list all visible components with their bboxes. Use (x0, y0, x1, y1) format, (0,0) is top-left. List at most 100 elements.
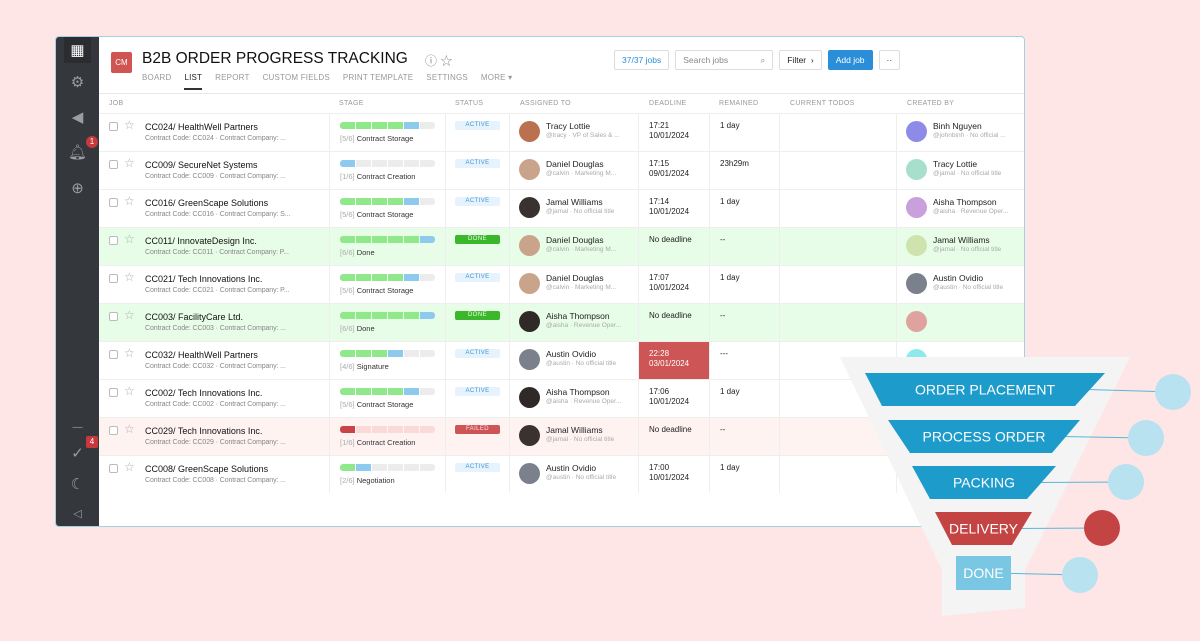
row-checkbox[interactable] (109, 198, 118, 207)
job-name[interactable]: CC002/ Tech Innovations Inc. (145, 388, 263, 398)
todos-check-icon[interactable]: ✓ (71, 445, 84, 462)
column-header[interactable]: ASSIGNED TO (520, 100, 571, 107)
job-details: Contract Code: CC003 · Contract Company:… (145, 325, 286, 332)
job-name[interactable]: CC003/ FacilityCare Ltd. (145, 312, 244, 322)
assignee-name[interactable]: Jamal Williams (546, 425, 603, 435)
job-name[interactable]: CC011/ InnovateDesign Inc. (145, 236, 257, 246)
row-checkbox[interactable] (109, 160, 118, 169)
creator-name[interactable]: Austin Ovidio (933, 273, 984, 283)
filter-button[interactable]: Filter › (779, 50, 822, 70)
star-icon[interactable]: ☆ (124, 118, 135, 132)
assignee-name[interactable]: Daniel Douglas (546, 235, 604, 245)
assignee-name[interactable]: Aisha Thompson (546, 311, 610, 321)
stage-segment (372, 122, 387, 129)
current-todos-cell (779, 266, 896, 303)
job-name[interactable]: CC029/ Tech Innovations Inc. (145, 426, 263, 436)
column-header[interactable]: STATUS (455, 100, 484, 107)
star-icon[interactable]: ☆ (440, 54, 453, 68)
job-name[interactable]: CC008/ GreenScape Solutions (145, 464, 269, 474)
star-icon[interactable]: ☆ (124, 308, 135, 322)
bell-icon[interactable]: 🔔︎ (67, 144, 88, 161)
creator-name[interactable]: Tracy Lottie (933, 159, 978, 169)
row-checkbox[interactable] (109, 350, 118, 359)
star-icon[interactable]: ☆ (124, 194, 135, 208)
stage-count: [5/6] (340, 210, 355, 219)
column-header[interactable]: REMAINED (719, 100, 759, 107)
row-checkbox[interactable] (109, 464, 118, 473)
collapse-sidebar-icon[interactable]: ◁ (73, 507, 82, 520)
star-icon[interactable]: ☆ (124, 384, 135, 398)
todos-badge: 4 (86, 436, 98, 448)
column-header[interactable]: STAGE (339, 100, 364, 107)
tab-list[interactable]: LIST (184, 73, 203, 90)
creator-name[interactable]: Aisha Thompson (933, 197, 997, 207)
gear-icon[interactable]: ⚙ (70, 74, 85, 91)
table-row[interactable]: ☆ CC032/ HealthWell Partners Contract Co… (99, 341, 1024, 379)
stage-segment (404, 122, 419, 129)
table-row[interactable]: ☆ CC021/ Tech Innovations Inc. Contract … (99, 265, 1024, 303)
apps-grid-icon[interactable]: ▦ (64, 37, 91, 63)
job-name[interactable]: CC016/ GreenScape Solutions (145, 198, 269, 208)
row-checkbox[interactable] (109, 388, 118, 397)
row-checkbox[interactable] (109, 274, 118, 283)
more-options-button[interactable]: ·· (878, 50, 901, 70)
star-icon[interactable]: ☆ (124, 156, 135, 170)
add-job-button[interactable]: Add job (827, 50, 873, 70)
creator-name[interactable]: Jamal Williams (933, 235, 990, 245)
tab-custom-fields[interactable]: CUSTOM FIELDS (262, 73, 330, 82)
deadline: 17:14 10/01/2024 (649, 197, 690, 216)
stage-progress-bar (340, 198, 435, 205)
tab-more[interactable]: MORE ▾ (480, 73, 513, 82)
tab-print-template[interactable]: PRINT TEMPLATE (342, 73, 414, 82)
job-name[interactable]: CC009/ SecureNet Systems (145, 160, 258, 170)
table-row[interactable]: ☆ CC002/ Tech Innovations Inc. Contract … (99, 379, 1024, 417)
assignee-name[interactable]: Tracy Lottie (546, 121, 591, 131)
assignee-name[interactable]: Daniel Douglas (546, 159, 604, 169)
column-header[interactable]: CURRENT TODOS (790, 100, 855, 107)
dark-mode-icon[interactable]: ☾ (70, 476, 85, 493)
assignee-name[interactable]: Daniel Douglas (546, 273, 604, 283)
tag-icon[interactable]: ◀ (71, 109, 84, 126)
row-checkbox[interactable] (109, 312, 118, 321)
table-row[interactable]: ☆ CC016/ GreenScape Solutions Contract C… (99, 189, 1024, 227)
table-row[interactable]: ☆ CC024/ HealthWell Partners Contract Co… (99, 113, 1024, 151)
stage-count: [1/6] (340, 172, 355, 181)
star-icon[interactable]: ☆ (124, 460, 135, 474)
tab-settings[interactable]: SETTINGS (426, 73, 468, 82)
stage-segment (420, 236, 435, 243)
table-row[interactable]: ☆ CC008/ GreenScape Solutions Contract C… (99, 455, 1024, 493)
assignee-name[interactable]: Jamal Williams (546, 197, 603, 207)
creator-avatar (906, 311, 927, 332)
table-row[interactable]: ☆ CC009/ SecureNet Systems Contract Code… (99, 151, 1024, 189)
star-icon[interactable]: ☆ (124, 270, 135, 284)
table-row[interactable]: ☆ CC011/ InnovateDesign Inc. Contract Co… (99, 227, 1024, 265)
row-checkbox[interactable] (109, 122, 118, 131)
funnel-stage-label: DELIVERY (949, 521, 1019, 537)
column-header[interactable]: DEADLINE (649, 100, 687, 107)
search-input[interactable]: Search jobs ⌕ (675, 50, 774, 70)
tab-board[interactable]: BOARD (142, 73, 172, 82)
star-icon[interactable]: ☆ (124, 346, 135, 360)
assignee-name[interactable]: Aisha Thompson (546, 387, 610, 397)
assignee-name[interactable]: Austin Ovidio (546, 349, 597, 359)
job-name[interactable]: CC024/ HealthWell Partners (145, 122, 258, 132)
assignee-name[interactable]: Austin Ovidio (546, 463, 597, 473)
column-header[interactable]: CREATED BY (907, 100, 955, 107)
jobs-count-button[interactable]: 37/37 jobs (614, 50, 670, 70)
add-icon[interactable]: ⊕ (71, 180, 84, 197)
star-icon[interactable]: ☆ (124, 422, 135, 436)
star-icon[interactable]: ☆ (124, 232, 135, 246)
creator-subtitle: @austin · No official title (933, 284, 1004, 291)
info-icon[interactable]: ⓘ (425, 54, 438, 68)
table-row[interactable]: ☆ CC029/ Tech Innovations Inc. Contract … (99, 417, 1024, 455)
creator-name[interactable]: Binh Nguyen (933, 121, 982, 131)
job-name[interactable]: CC032/ HealthWell Partners (145, 350, 258, 360)
job-name[interactable]: CC021/ Tech Innovations Inc. (145, 274, 263, 284)
column-header[interactable]: JOB (109, 100, 124, 107)
tab-report[interactable]: REPORT (215, 73, 250, 82)
assignee-subtitle: @aisha · Revenue Oper... (546, 322, 622, 329)
row-checkbox[interactable] (109, 236, 118, 245)
stage-count: [5/6] (340, 400, 355, 409)
table-row[interactable]: ☆ CC003/ FacilityCare Ltd. Contract Code… (99, 303, 1024, 341)
row-checkbox[interactable] (109, 426, 118, 435)
